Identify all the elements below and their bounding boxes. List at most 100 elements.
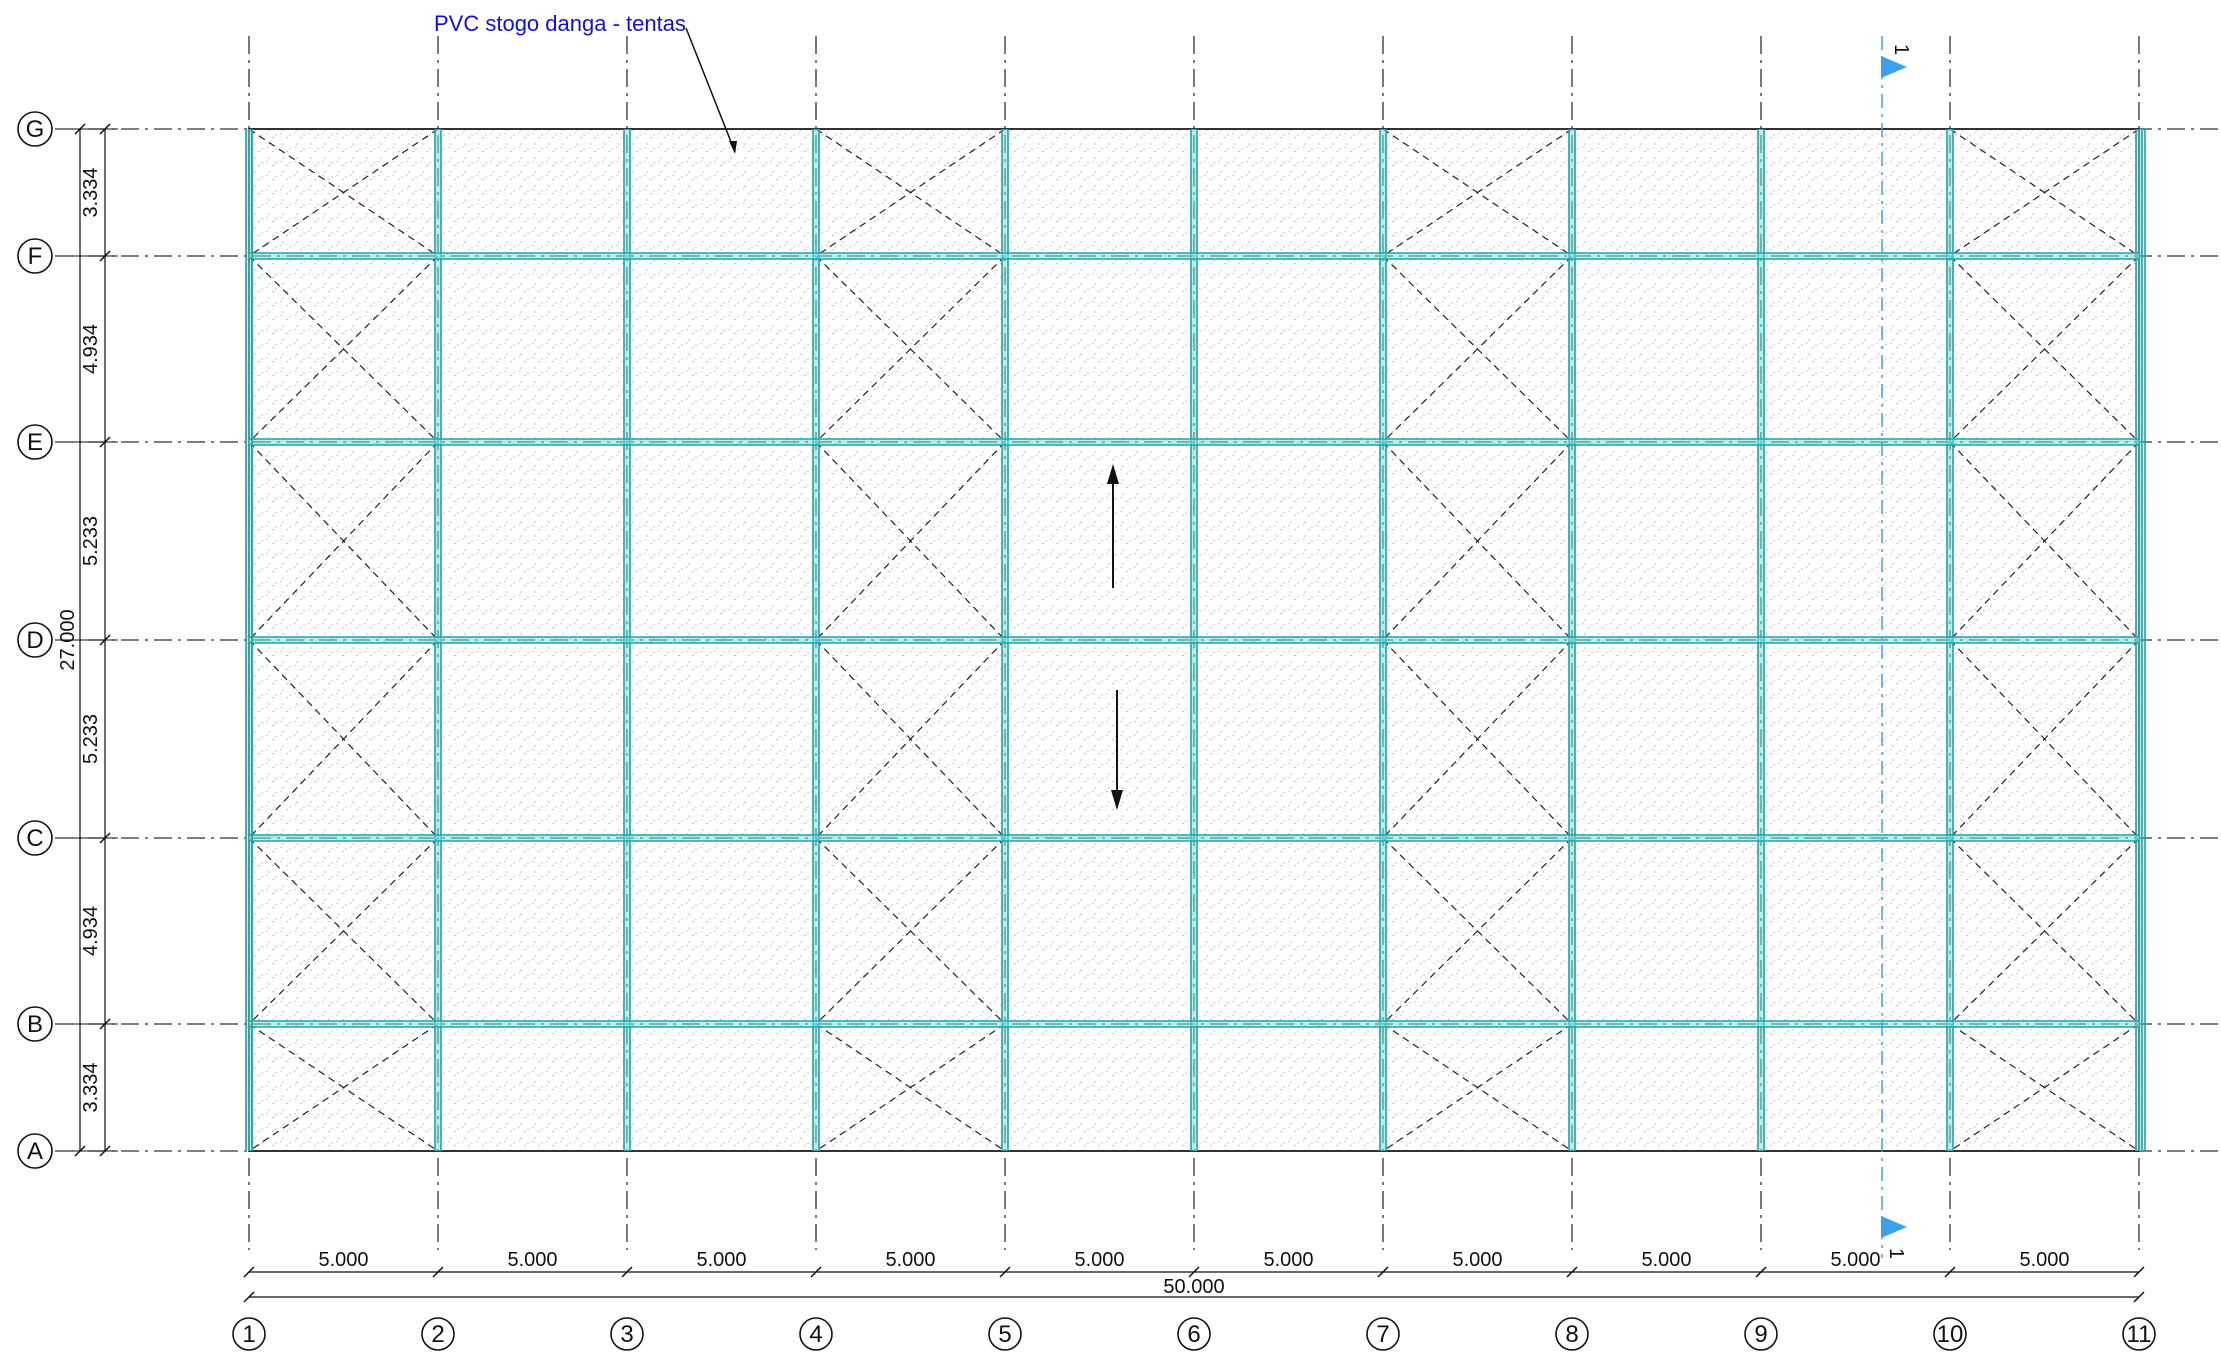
axis-bubble-circle (17, 820, 53, 856)
axis-bubble-4: 4 (799, 1317, 833, 1351)
bracing-diagonal (1949, 255, 2140, 443)
axis-bubble-circle (2122, 1317, 2156, 1351)
axis-bubble-label: 9 (1754, 1321, 1767, 1348)
axis-bubble-E: E (17, 424, 53, 460)
bracing-diagonal (1949, 837, 2140, 1025)
axis-bubble-circle (17, 424, 53, 460)
axis-bubble-label: 7 (1376, 1321, 1389, 1348)
axis-bubble-circle (17, 111, 53, 147)
bracing-diagonal (248, 255, 439, 443)
purlin-beam (249, 1021, 2139, 1027)
axis-bubble-circle (1555, 1317, 1589, 1351)
section-mark-bottom: 1 (1881, 1216, 1907, 1259)
dimension-layer: 5.000 5.000 5.000 5.000 5.000 5.000 5.000 5.000… (57, 123, 2145, 1303)
axis-bubble-label: 4 (809, 1321, 822, 1348)
bracing-diagonal (815, 837, 1006, 1025)
axis-bubble-label: E (27, 429, 43, 456)
axis-bubble-label: A (27, 1138, 43, 1165)
dimension-tick (243, 1266, 255, 1278)
axis-bubble-3: 3 (610, 1317, 644, 1351)
bracing-diagonal (1949, 441, 2140, 641)
dimension-tick (1377, 1266, 1389, 1278)
bracing-diagonal (1949, 128, 2140, 257)
axis-bubble-label: 2 (431, 1321, 444, 1348)
bracing-diagonal (1382, 441, 1573, 641)
axis-bubble-label: 8 (1565, 1321, 1578, 1348)
beam-layer (245, 129, 2146, 1151)
axis-bubble-6: 6 (1177, 1317, 1211, 1351)
bracing-diagonal (1382, 128, 1573, 257)
axis-bubble-10: 10 (1933, 1317, 1967, 1351)
axis-bubble-circle (421, 1317, 455, 1351)
dimension-tick (1755, 1266, 1767, 1278)
bay-dimension-label: 5.000 (885, 1249, 935, 1271)
bracing-diagonal (248, 1023, 439, 1152)
bracing-diagonal (1382, 255, 1573, 443)
bracing-layer (248, 128, 2140, 1152)
axis-bubbles: 1 2 3 4 5 6 7 8 9 10 11 G F E D C B A (17, 111, 2156, 1351)
axis-bubble-circle (17, 1006, 53, 1042)
axis-bubble-7: 7 (1366, 1317, 1400, 1351)
section-label-top: 1 (1890, 44, 1912, 55)
purlin-beam (249, 439, 2139, 445)
axis-bubble-1: 1 (232, 1317, 266, 1351)
purlin-beam (249, 637, 2139, 643)
axis-bubble-D: D (17, 622, 53, 658)
axis-bubble-F: F (17, 238, 53, 274)
bracing-diagonal (248, 639, 439, 839)
row-dimension-label: 3.334 (80, 1062, 102, 1112)
note-leader (685, 27, 737, 154)
axis-bubble-G: G (17, 111, 53, 147)
dimension-tick (1944, 1266, 1956, 1278)
bracing-diagonal (1382, 639, 1573, 839)
dimension-tick (243, 1291, 255, 1303)
row-dimension-label: 5.233 (80, 516, 102, 566)
axis-bubble-circle (1744, 1317, 1778, 1351)
dimension-tick (1566, 1266, 1578, 1278)
material-note: PVC stogo danga - tentas (434, 11, 686, 36)
axis-bubble-C: C (17, 820, 53, 856)
purlin-beam (249, 253, 2139, 259)
axis-bubble-circle (17, 622, 53, 658)
total-width-label: 27.000 (57, 609, 79, 670)
bay-dimension-label: 5.000 (507, 1249, 557, 1271)
dimension-tick (810, 1266, 822, 1278)
axis-bubble-8: 8 (1555, 1317, 1589, 1351)
bracing-diagonal (248, 837, 439, 1025)
axis-bubble-circle (232, 1317, 266, 1351)
bay-dimension-label: 5.000 (696, 1249, 746, 1271)
row-dimension-label: 5.233 (80, 714, 102, 764)
axis-bubble-B: B (17, 1006, 53, 1042)
bay-dimension-label: 5.000 (1452, 1249, 1502, 1271)
axis-bubble-label: B (27, 1011, 43, 1038)
slope-arrow-up (1107, 464, 1119, 588)
axis-bubble-label: 5 (998, 1321, 1011, 1348)
bracing-diagonal (248, 441, 439, 641)
bay-dimension-label: 5.000 (1074, 1249, 1124, 1271)
axis-bubble-circle (17, 1133, 53, 1169)
dimension-tick (2133, 1266, 2145, 1278)
bay-dimension-label: 5.000 (1830, 1249, 1880, 1271)
dimension-tick (999, 1266, 1011, 1278)
dimension-tick (2133, 1291, 2145, 1303)
bracing-diagonal (1382, 837, 1573, 1025)
axis-bubble-circle (610, 1317, 644, 1351)
dimension-tick (1188, 1266, 1200, 1278)
bracing-diagonal (1949, 1023, 2140, 1152)
axis-bubble-circle (1933, 1317, 1967, 1351)
axis-bubble-label: 6 (1187, 1321, 1200, 1348)
axis-bubble-2: 2 (421, 1317, 455, 1351)
axis-bubble-circle (17, 238, 53, 274)
row-dimension-label: 4.934 (80, 906, 102, 956)
purlin-beam (249, 835, 2139, 841)
bay-dimension-label: 5.000 (2019, 1249, 2069, 1271)
total-length-label: 50.000 (1163, 1276, 1224, 1298)
axis-bubble-label: F (28, 243, 43, 270)
section-mark-top: 1 (1881, 44, 1912, 78)
axis-bubble-label: 11 (2127, 1321, 2152, 1348)
bracing-diagonal (815, 1023, 1006, 1152)
dimension-tick (621, 1266, 633, 1278)
axis-bubble-label: 3 (620, 1321, 633, 1348)
bracing-diagonal (815, 441, 1006, 641)
